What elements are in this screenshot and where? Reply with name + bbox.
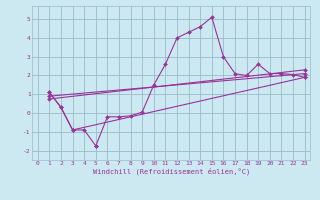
X-axis label: Windchill (Refroidissement éolien,°C): Windchill (Refroidissement éolien,°C): [92, 168, 250, 175]
